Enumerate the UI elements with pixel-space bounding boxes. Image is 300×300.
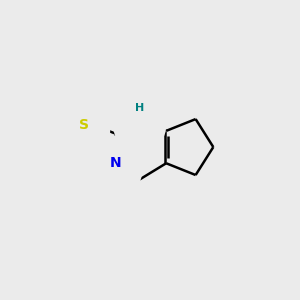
Text: H: H [135,103,144,113]
Text: N: N [134,111,146,124]
Text: N: N [110,156,122,170]
Text: S: S [79,118,89,132]
